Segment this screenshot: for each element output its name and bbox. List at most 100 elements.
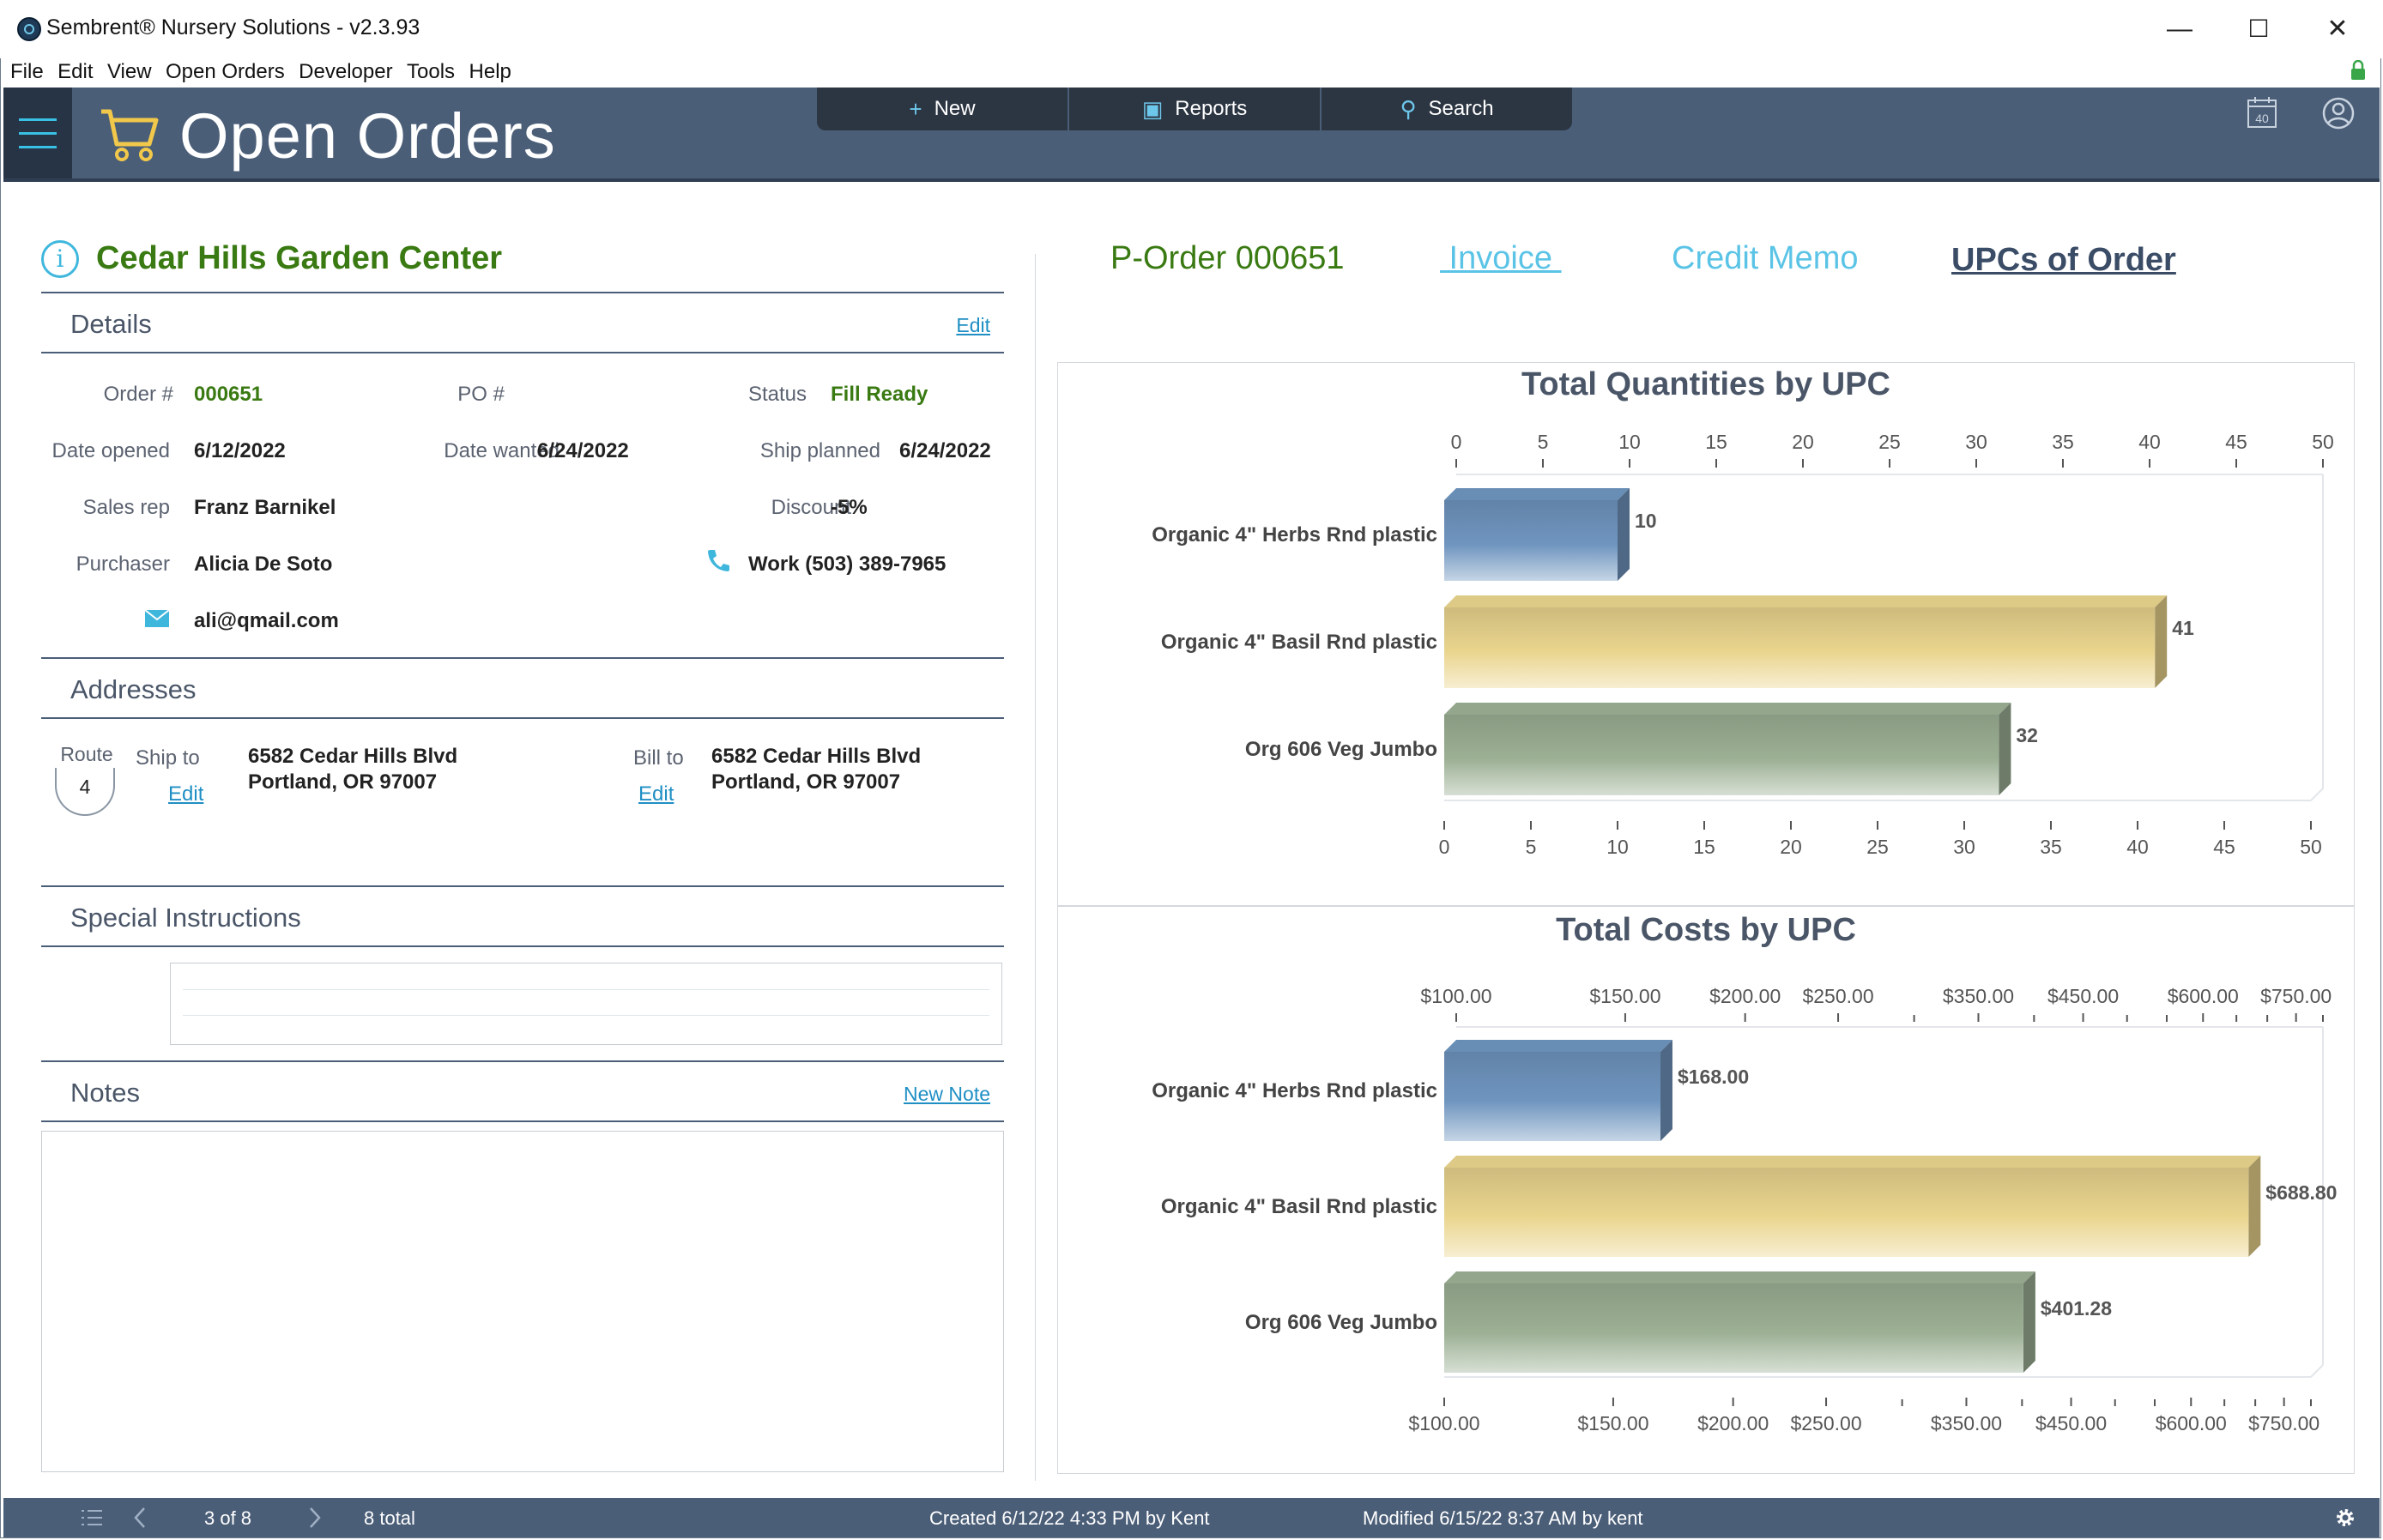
addresses-section-header: Addresses	[41, 657, 1004, 719]
sales-rep-label: Sales rep	[82, 496, 170, 519]
bar-3[interactable]	[1444, 1271, 2035, 1373]
menu-developer[interactable]: Developer	[299, 60, 393, 83]
bottom-tick-label: 40	[2126, 836, 2149, 858]
bottom-tick-label: 0	[1439, 836, 1450, 858]
ship-planned-value: 6/24/2022	[899, 439, 991, 462]
tab-invoice[interactable]: Invoice	[1440, 240, 1562, 276]
user-account-icon[interactable]	[2321, 96, 2356, 130]
bar-front-face	[1444, 715, 1999, 795]
menu-edit[interactable]: Edit	[57, 60, 94, 83]
bar-front-face	[1444, 607, 2156, 688]
close-button[interactable]: ✕	[2326, 15, 2349, 43]
top-tick-label: $600.00	[2168, 985, 2239, 1007]
list-view-icon[interactable]	[81, 1508, 103, 1527]
notes-area[interactable]	[41, 1131, 1004, 1472]
bottom-tick-label: 20	[1780, 836, 1802, 858]
purchaser-label: Purchaser	[76, 553, 170, 576]
top-tick-label: 10	[1618, 431, 1641, 453]
modified-info: Modified 6/15/22 8:37 AM by kent	[1363, 1507, 1643, 1529]
costs-chart: $100.00 $150.00 $200.00 $250.00 $350.00 $450.…	[1152, 985, 2337, 1434]
menu-tools[interactable]: Tools	[407, 60, 456, 83]
bar-front-face	[1444, 1052, 1660, 1141]
date-opened-value: 6/12/2022	[194, 439, 286, 462]
plus-icon: +	[909, 95, 922, 122]
reports-icon: ▣	[1141, 95, 1164, 122]
costs-chart-panel: Total Costs by UPC $100.00 $150.00 $200.00…	[1057, 906, 2355, 1474]
purchaser-value: Alicia De Soto	[194, 553, 333, 576]
tab-credit-memo[interactable]: Credit Memo	[1672, 240, 1859, 276]
gear-icon[interactable]	[2334, 1507, 2356, 1529]
new-button[interactable]: + New	[817, 88, 1069, 130]
menu-help[interactable]: Help	[469, 60, 511, 83]
calendar-icon[interactable]: 40	[2247, 96, 2277, 129]
calendar-day: 40	[2255, 112, 2269, 125]
bar-2[interactable]	[1444, 595, 2168, 688]
bottom-tick-label: 5	[1526, 836, 1537, 858]
bottom-tick-label: $150.00	[1577, 1412, 1648, 1434]
email-value[interactable]: ali@qmail.com	[194, 609, 339, 632]
customer-header: i Cedar Hills Garden Center	[41, 232, 1004, 292]
bar-front-face	[1444, 1168, 2249, 1257]
category-label: Organic 4" Basil Rnd plastic	[1161, 1195, 1437, 1218]
tab-upcs-of-order[interactable]: UPCs of Order	[1951, 242, 2176, 278]
bottom-tick-label: 45	[2213, 836, 2235, 858]
new-note-link[interactable]: New Note	[904, 1083, 990, 1105]
ship-to-line1: 6582 Cedar Hills Blvd	[248, 745, 458, 768]
top-tick-label: $200.00	[1709, 985, 1781, 1007]
plot-corner-edge	[2310, 788, 2324, 801]
quantities-chart: 0 5 10 15 20 25 30 35 40 45 50 0 5 10 15 20 25 30 35 40 45 50…	[1152, 431, 2334, 858]
special-instructions-input[interactable]	[170, 963, 1002, 1045]
details-edit-link[interactable]: Edit	[956, 314, 990, 336]
notes-section-label: Notes	[70, 1078, 140, 1108]
menu-open-orders[interactable]: Open Orders	[165, 60, 285, 83]
info-icon[interactable]: i	[41, 240, 79, 278]
email-icon[interactable]	[144, 609, 170, 628]
menu-file[interactable]: File	[10, 60, 44, 83]
ship-to-line2: Portland, OR 97007	[248, 770, 438, 794]
bar-front-face	[1444, 500, 1618, 581]
notes-section-header: Notes New Note	[41, 1060, 1004, 1122]
bar-1[interactable]	[1444, 488, 1630, 581]
top-tick-label: 15	[1705, 431, 1727, 453]
top-tick-label: 50	[2312, 431, 2334, 453]
ship-to-label: Ship to	[136, 746, 200, 770]
maximize-button[interactable]: ☐	[2247, 15, 2270, 42]
bar-2[interactable]	[1444, 1156, 2261, 1257]
bottom-tick-label: 35	[2040, 836, 2062, 858]
menu-view[interactable]: View	[106, 60, 152, 83]
bill-to-line1: 6582 Cedar Hills Blvd	[711, 745, 922, 768]
chevron-left-icon[interactable]	[132, 1507, 148, 1529]
category-label: Organic 4" Basil Rnd plastic	[1161, 631, 1437, 654]
top-tick-label: $350.00	[1943, 985, 2014, 1007]
date-opened-label: Date opened	[51, 439, 170, 462]
minimize-button[interactable]: —	[2167, 15, 2192, 43]
bar-1[interactable]	[1444, 1040, 1672, 1141]
chevron-right-icon[interactable]	[307, 1507, 323, 1529]
phone-value: Work (503) 389-7965	[748, 553, 947, 576]
bottom-tick-label: 30	[1953, 836, 1975, 858]
customer-name: Cedar Hills Garden Center	[96, 240, 503, 276]
order-number-label: Order #	[103, 383, 173, 406]
category-label: Org 606 Veg Jumbo	[1245, 738, 1437, 761]
reports-button[interactable]: ▣ Reports	[1069, 88, 1322, 130]
top-tick-label: $100.00	[1420, 985, 1491, 1007]
top-tick-label: 0	[1451, 431, 1462, 453]
bar-side-face	[1618, 488, 1630, 581]
bottom-tick-label: $350.00	[1931, 1412, 2002, 1434]
record-position: 3 of 8	[204, 1507, 252, 1529]
bar-side-face	[2155, 595, 2168, 688]
ship-to-edit-link[interactable]: Edit	[168, 782, 204, 806]
date-wanted-value: 6/24/2022	[537, 439, 629, 462]
bottom-tick-label: $450.00	[2035, 1412, 2107, 1434]
phone-icon[interactable]	[705, 547, 731, 573]
search-button[interactable]: ⚲ Search	[1322, 88, 1572, 130]
tab-p-order[interactable]: P-Order 000651	[1110, 240, 1345, 276]
bar-top-face	[1444, 1156, 2261, 1168]
hamburger-menu-icon[interactable]	[3, 88, 72, 178]
bill-to-edit-link[interactable]: Edit	[638, 782, 674, 806]
bar-top-face	[1444, 595, 2168, 607]
top-tick-label: 45	[2225, 431, 2247, 453]
top-tick-label: $150.00	[1589, 985, 1660, 1007]
status-bar: 3 of 8 8 total Created 6/12/22 4:33 PM b…	[3, 1498, 2380, 1537]
bar-3[interactable]	[1444, 703, 2011, 795]
